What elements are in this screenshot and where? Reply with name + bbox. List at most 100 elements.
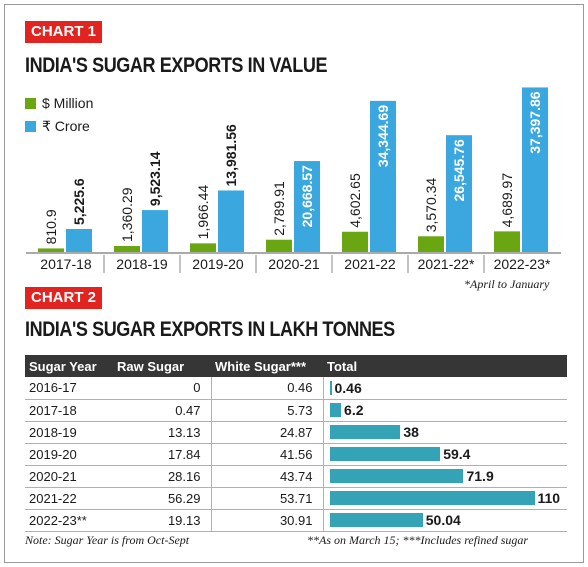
col-header-total: Total (323, 355, 567, 377)
cell-raw-sugar: 0.47 (113, 399, 212, 422)
table-body: 2016-17 0 0.46 0.46 2017-18 0.47 5.73 6.2 2018-1… (25, 377, 567, 532)
legend-label-inr: ₹ Crore (42, 118, 90, 134)
legend-swatch-usd (25, 97, 36, 109)
sugar-table: Sugar Year Raw Sugar White Sugar*** Tota… (25, 355, 567, 532)
cell-raw-sugar: 19.13 (113, 509, 212, 532)
col-header-white-sugar: White Sugar*** (211, 355, 323, 377)
data-label-inr-crore: 13,981.56 (223, 124, 239, 186)
cell-total: 38 (323, 421, 567, 444)
table-row: 2019-20 17.84 41.56 59.4 (25, 443, 567, 466)
data-label-inr-crore: 34,344.69 (375, 105, 391, 167)
cell-raw-sugar: 13.13 (113, 421, 212, 444)
x-tick-label: 2020-21 (268, 256, 320, 272)
chart1-title: INDIA'S SUGAR EXPORTS IN VALUE (25, 54, 328, 77)
legend-label-usd: $ Million (42, 95, 94, 111)
legend-swatch-inr (25, 121, 36, 132)
bar-usd-million (494, 231, 520, 252)
data-label-inr-crore: 37,397.86 (527, 91, 543, 153)
x-tick-label: 2021-22* (418, 256, 475, 272)
cell-total: 59.4 (323, 443, 567, 466)
x-tick-label: 2018-19 (116, 256, 168, 272)
col-header-raw-sugar: Raw Sugar (113, 355, 211, 377)
total-bar (329, 491, 535, 505)
col-header-sugar-year: Sugar Year (25, 355, 113, 377)
chart1-plot: 810.9 5,225.6 2017-18 1,360.29 9,523.14 2018-… (26, 87, 561, 273)
table-row: 2018-19 13.13 24.87 38 (25, 421, 567, 444)
cell-white-sugar: 43.74 (211, 465, 324, 488)
x-tick-label: 2021-22 (344, 256, 396, 272)
table-row: 2020-21 28.16 43.74 71.9 (25, 465, 567, 488)
x-tick-label: 2017-18 (40, 256, 92, 272)
cell-raw-sugar: 56.29 (113, 487, 212, 510)
total-bar (329, 513, 423, 527)
chart2-title: INDIA'S SUGAR EXPORTS IN LAKH TONNES (25, 318, 395, 341)
bar-inr-crore (294, 161, 320, 252)
table-row: 2016-17 0 0.46 0.46 (25, 377, 567, 400)
bar-inr-crore (66, 229, 92, 252)
table-row: 2022-23** 19.13 30.91 50.04 (25, 509, 567, 532)
cell-total: 6.2 (323, 399, 567, 422)
cell-white-sugar: 5.73 (211, 399, 324, 422)
total-bar (329, 425, 401, 439)
data-label-usd-million: 4,689.97 (499, 173, 515, 228)
cell-sugar-year: 2022-23** (25, 509, 113, 532)
total-bar (329, 447, 441, 461)
bar-inr-crore (370, 100, 396, 252)
cell-white-sugar: 0.46 (211, 377, 324, 400)
cell-sugar-year: 2016-17 (25, 377, 113, 400)
table-row: 2021-22 56.29 53.71 110 (25, 487, 567, 510)
chart2-note-right: **As on March 15; ***Includes refined su… (307, 533, 529, 547)
cell-sugar-year: 2020-21 (25, 465, 113, 488)
x-tick-label: 2019-20 (192, 256, 244, 272)
total-value-label: 0.46 (334, 379, 362, 396)
cell-sugar-year: 2019-20 (25, 443, 113, 466)
bar-inr-crore (522, 87, 548, 252)
bar-inr-crore (218, 190, 244, 252)
total-bar (329, 380, 332, 395)
total-value-label: 50.04 (425, 512, 461, 528)
cell-raw-sugar: 28.16 (113, 465, 212, 488)
cell-sugar-year: 2021-22 (25, 487, 113, 510)
cell-white-sugar: 53.71 (211, 487, 324, 510)
bar-inr-crore (142, 210, 168, 252)
data-label-inr-crore: 9,523.14 (147, 151, 163, 206)
bar-usd-million (38, 248, 64, 252)
bar-inr-crore (446, 135, 472, 252)
data-label-usd-million: 1,966.44 (195, 185, 211, 240)
bar-usd-million (418, 236, 444, 252)
table-header-row: Sugar Year Raw Sugar White Sugar*** Tota… (25, 355, 567, 377)
cell-raw-sugar: 0 (113, 377, 212, 400)
total-bar (329, 403, 342, 417)
bar-usd-million (114, 246, 140, 252)
data-label-usd-million: 3,570.34 (423, 178, 439, 233)
chart2-note-left: Note: Sugar Year is from Oct-Sept (25, 533, 190, 547)
cell-total: 110 (323, 487, 567, 510)
total-value-label: 38 (403, 424, 419, 440)
x-tick-label: 2022-23* (494, 256, 551, 272)
cell-total: 0.46 (323, 377, 567, 400)
cell-sugar-year: 2018-19 (25, 421, 113, 444)
bar-usd-million (266, 239, 292, 252)
cell-white-sugar: 30.91 (211, 509, 324, 532)
cell-sugar-year: 2017-18 (25, 399, 113, 422)
bar-usd-million (190, 243, 216, 252)
total-value-label: 110 (537, 490, 561, 506)
legend-item-inr: ₹ Crore (25, 118, 90, 135)
total-value-label: 59.4 (443, 446, 471, 462)
cell-white-sugar: 41.56 (211, 443, 324, 466)
data-label-inr-crore: 26,545.76 (451, 139, 467, 201)
table-row: 2017-18 0.47 5.73 6.2 (25, 399, 567, 422)
chart2-tag: CHART 2 (25, 287, 103, 309)
chart1-tag: CHART 1 (25, 21, 103, 43)
total-value-label: 6.2 (344, 402, 364, 418)
data-label-usd-million: 4,602.65 (347, 173, 363, 228)
total-bar (329, 469, 464, 483)
cell-total: 71.9 (323, 465, 567, 488)
chart1-footnote: *April to January (464, 277, 550, 291)
infographic-frame (4, 4, 584, 563)
data-label-inr-crore: 20,668.57 (299, 165, 315, 227)
total-value-label: 71.9 (466, 468, 494, 484)
data-label-usd-million: 1,360.29 (119, 187, 135, 242)
cell-white-sugar: 24.87 (211, 421, 324, 444)
data-label-inr-crore: 5,225.6 (71, 178, 87, 225)
